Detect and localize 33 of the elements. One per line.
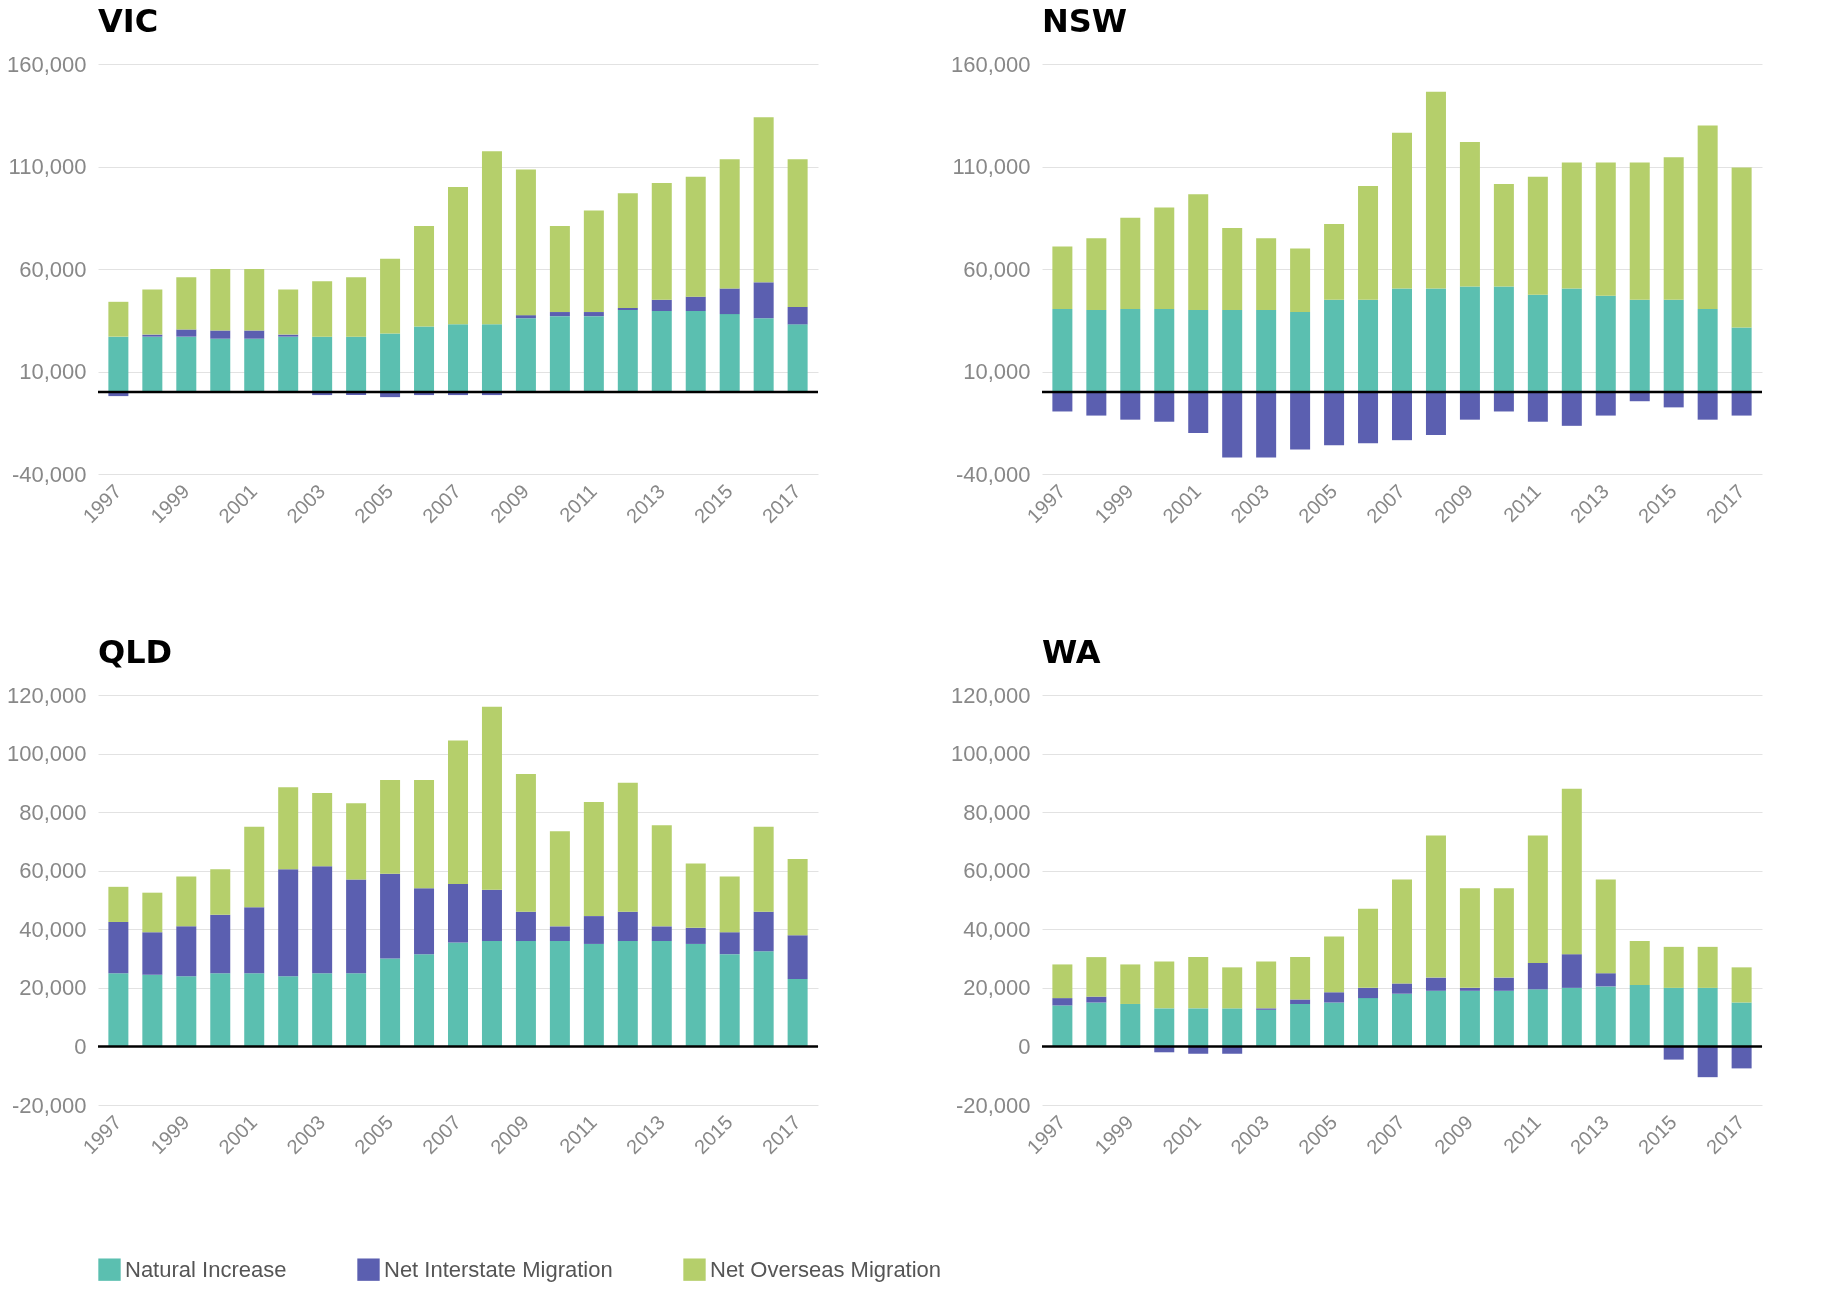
y-tick-label: 120,000	[950, 682, 1031, 708]
y-tick-label: 110,000	[8, 154, 87, 179]
y-tick-label: 100,000	[950, 741, 1031, 767]
y-tick-label: 40,000	[963, 916, 1031, 942]
y-tick-label: -20,000	[955, 1092, 1031, 1118]
y-tick-label: 10,000	[19, 359, 87, 384]
y-tick-label: 10,000	[963, 359, 1031, 384]
y-tick-label: 20,000	[963, 975, 1031, 1001]
y-tick-label: 60,000	[963, 858, 1031, 884]
chart-title: QLD	[98, 633, 173, 671]
legend-label: Natural Increase	[125, 1256, 287, 1282]
y-tick-label: 60,000	[963, 256, 1031, 282]
y-tick-label: 120,000	[6, 682, 87, 708]
y-tick-label: -40,000	[955, 461, 1031, 487]
legend-label: Net Interstate Migration	[384, 1256, 613, 1282]
y-tick-label: 0	[74, 1033, 87, 1059]
chart-title: NSW	[1042, 2, 1128, 40]
y-tick-label: 160,000	[950, 51, 1031, 77]
y-tick-label: -20,000	[11, 1092, 87, 1118]
chart-title: VIC	[98, 2, 159, 40]
y-tick-label: 160,000	[6, 51, 87, 77]
y-tick-label: 80,000	[19, 799, 87, 825]
y-tick-label: 40,000	[19, 916, 87, 942]
y-tick-label: 60,000	[19, 256, 87, 282]
y-tick-label: 110,000	[952, 154, 1031, 179]
legend-label: Net Overseas Migration	[710, 1256, 942, 1282]
y-tick-label: 80,000	[963, 799, 1031, 825]
y-tick-label: -40,000	[11, 461, 87, 487]
chart-title: WA	[1042, 633, 1101, 671]
y-tick-label: 0	[1018, 1033, 1031, 1059]
y-tick-label: 100,000	[6, 741, 87, 767]
y-tick-label: 60,000	[19, 858, 87, 884]
y-tick-label: 20,000	[19, 975, 87, 1001]
